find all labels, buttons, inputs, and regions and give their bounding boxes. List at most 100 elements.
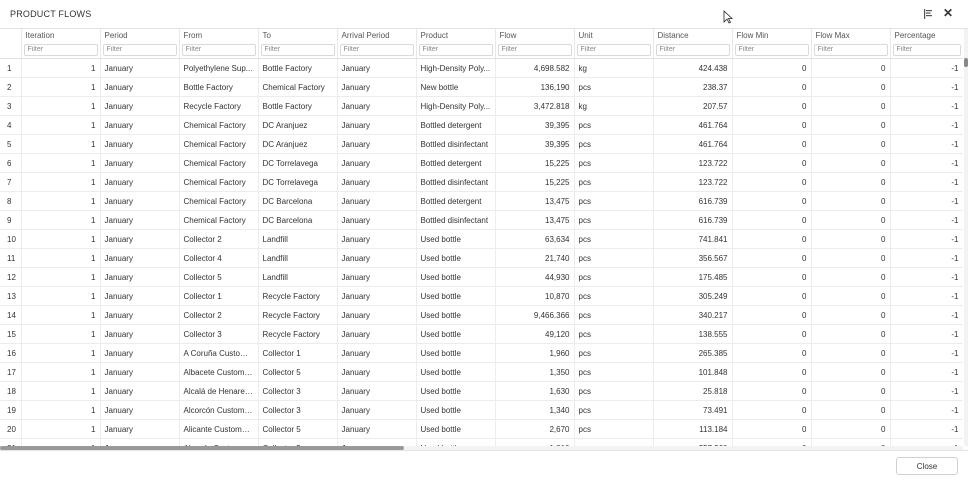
table-cell: 1 — [21, 324, 101, 344]
filter-input-from[interactable] — [181, 43, 256, 56]
table-cell: 1 — [21, 381, 101, 401]
column-header-flow[interactable]: Flow — [495, 29, 575, 41]
table-cell: pcs — [574, 153, 654, 173]
table-cell: January — [337, 77, 417, 97]
table-cell: Collector 4 — [179, 248, 259, 268]
table-cell: January — [337, 229, 417, 249]
table-cell: 39,395 — [495, 115, 575, 135]
table-row[interactable]: 8 1 January Chemical Factory DC Barcelona Jan… — [0, 191, 963, 211]
table-row[interactable]: 13 1 January Collector 1 Recycle Factory Janu… — [0, 286, 963, 306]
table-cell: January — [100, 324, 180, 344]
table-cell: January — [337, 191, 417, 211]
table-cell: 0 — [811, 248, 891, 268]
table-cell: 0 — [811, 419, 891, 439]
filter-input-distance[interactable] — [655, 43, 730, 56]
table-cell: 0 — [811, 343, 891, 363]
table-cell: Landfill — [258, 229, 338, 249]
column-header-arrival-period[interactable]: Arrival Period — [337, 29, 417, 41]
filter-toggle-icon[interactable] — [921, 7, 935, 21]
column-header-product[interactable]: Product — [416, 29, 496, 41]
table-cell: Used bottle — [416, 343, 496, 363]
table-cell: Alcorcón Custome... — [179, 400, 259, 420]
table-cell: -1 — [890, 172, 963, 192]
table-row[interactable]: 7 1 January Chemical Factory DC Torrelavega J… — [0, 172, 963, 192]
table-row[interactable]: 3 1 January Recycle Factory Bottle Factory Ja… — [0, 96, 963, 116]
row-number-cell: 18 — [0, 381, 22, 401]
table-row[interactable]: 12 1 January Collector 5 Landfill January Used… — [0, 267, 963, 287]
filter-input-iteration[interactable] — [23, 43, 98, 56]
table-cell: 1 — [21, 267, 101, 287]
vertical-scrollbar[interactable] — [964, 29, 968, 446]
filter-input-flow[interactable] — [497, 43, 572, 56]
row-number-cell: 15 — [0, 324, 22, 344]
horizontal-scrollbar[interactable] — [0, 446, 963, 450]
table-row[interactable]: 16 1 January A Coruña Custome... Collector 1… — [0, 343, 963, 363]
table-row[interactable]: 15 1 January Collector 3 Recycle Factory Janu… — [0, 324, 963, 344]
table-row[interactable]: 19 1 January Alcorcón Custome... Collector 3… — [0, 400, 963, 420]
table-row[interactable]: 20 1 January Alicante Customer... Collector … — [0, 419, 963, 439]
close-icon[interactable]: ✕ — [942, 6, 954, 20]
table-row[interactable]: 10 1 January Collector 2 Landfill January Used… — [0, 229, 963, 249]
table-cell: 175.485 — [653, 267, 733, 287]
table-cell: Collector 3 — [258, 400, 338, 420]
column-header-distance[interactable]: Distance — [653, 29, 733, 41]
table-cell: Collector 2 — [179, 305, 259, 325]
table-cell: 305.249 — [653, 286, 733, 306]
table-cell: 0 — [732, 305, 812, 325]
table-cell: Chemical Factory — [179, 210, 259, 230]
table-cell: Used bottle — [416, 248, 496, 268]
table-cell: 1,350 — [495, 362, 575, 382]
table-cell: 1 — [21, 438, 101, 446]
filter-input-flow-min[interactable] — [734, 43, 809, 56]
column-header-to[interactable]: To — [258, 29, 338, 41]
filter-input-to[interactable] — [260, 43, 335, 56]
column-header-from[interactable]: From — [179, 29, 259, 41]
filter-cell — [653, 41, 733, 59]
filter-input-flow-max[interactable] — [813, 43, 888, 56]
vertical-scrollbar-thumb[interactable] — [964, 58, 968, 67]
table-cell: 0 — [811, 267, 891, 287]
table-cell: Chemical Factory — [179, 134, 259, 154]
table-cell: 0 — [732, 248, 812, 268]
table-row[interactable]: 18 1 January Alcalá de Henares ... Collector… — [0, 381, 963, 401]
table-cell: January — [337, 248, 417, 268]
column-header-iteration[interactable]: Iteration — [21, 29, 101, 41]
table-cell: 0 — [811, 381, 891, 401]
table-cell: 1 — [21, 77, 101, 97]
horizontal-scrollbar-thumb[interactable] — [0, 446, 404, 450]
filter-input-unit[interactable] — [576, 43, 651, 56]
filter-input-arrival-period[interactable] — [339, 43, 414, 56]
table-row[interactable]: 17 1 January Albacete Custome... Collector 5… — [0, 362, 963, 382]
table-cell: Recycle Factory — [258, 324, 338, 344]
table-row[interactable]: 6 1 January Chemical Factory DC Torrelavega J… — [0, 153, 963, 173]
table-row[interactable]: 9 1 January Chemical Factory DC Barcelona Jan… — [0, 210, 963, 230]
table-cell: 1 — [21, 419, 101, 439]
table-cell: January — [337, 419, 417, 439]
filter-input-product[interactable] — [418, 43, 493, 56]
table-cell: 25.818 — [653, 381, 733, 401]
table-row[interactable]: 4 1 January Chemical Factory DC Aranjuez Janu… — [0, 115, 963, 135]
table-row[interactable]: 2 1 January Bottle Factory Chemical Factory J… — [0, 77, 963, 97]
filter-input-percentage[interactable] — [892, 43, 961, 56]
column-header-flow-max[interactable]: Flow Max — [811, 29, 891, 41]
close-button[interactable]: Close — [896, 457, 958, 475]
table-cell: 1 — [21, 286, 101, 306]
table-row[interactable]: 14 1 January Collector 2 Recycle Factory Janu… — [0, 305, 963, 325]
table-row[interactable]: 5 1 January Chemical Factory DC Aranjuez Janu… — [0, 134, 963, 154]
filter-cell — [574, 41, 654, 59]
filter-cell — [258, 41, 338, 59]
table-row[interactable]: 11 1 January Collector 4 Landfill January Used… — [0, 248, 963, 268]
column-header-flow-min[interactable]: Flow Min — [732, 29, 812, 41]
column-header-period[interactable]: Period — [100, 29, 180, 41]
column-header-unit[interactable]: Unit — [574, 29, 654, 41]
table-cell: January — [100, 400, 180, 420]
filter-input-period[interactable] — [102, 43, 177, 56]
column-header-percentage[interactable]: Percentage — [890, 29, 963, 41]
row-number-cell: 9 — [0, 210, 22, 230]
table-row[interactable]: 211JanuaryAlmería Custome...Collector 5J… — [0, 438, 963, 446]
table-row[interactable]: 1 1 January Polyethylene Sup... Bottle Facto… — [0, 58, 963, 78]
table-cell: 0 — [811, 77, 891, 97]
filter-cell — [732, 41, 812, 59]
table-cell: 63,634 — [495, 229, 575, 249]
table-cell: DC Torrelavega — [258, 153, 338, 173]
